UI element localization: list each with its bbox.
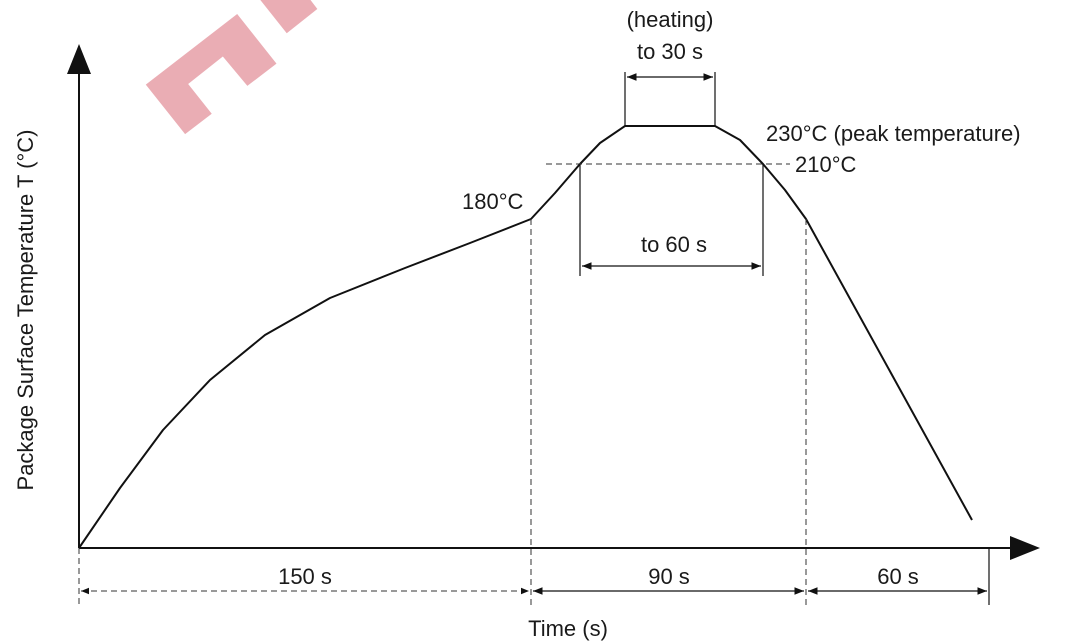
label-preheat-150s: 150 s bbox=[278, 564, 332, 589]
y-axis-arrow bbox=[67, 44, 91, 74]
x-axis-arrow bbox=[1010, 536, 1040, 560]
x-axis-label: Time (s) bbox=[528, 616, 608, 641]
temperature-profile-curve bbox=[78, 125, 973, 549]
label-210c: 210°C bbox=[795, 152, 857, 177]
label-180c: 180°C bbox=[462, 189, 524, 214]
label-to-60s: to 60 s bbox=[641, 232, 707, 257]
label-cooling-60s: 60 s bbox=[877, 564, 919, 589]
label-reflow-90s: 90 s bbox=[648, 564, 690, 589]
label-peak: 230°C (peak temperature) bbox=[766, 121, 1021, 146]
label-heating-line2: to 30 s bbox=[637, 39, 703, 64]
label-heating-line1: (heating) bbox=[627, 7, 714, 32]
watermark-logo bbox=[145, 0, 370, 135]
y-axis-label: Package Surface Temperature T (°C) bbox=[13, 130, 38, 491]
